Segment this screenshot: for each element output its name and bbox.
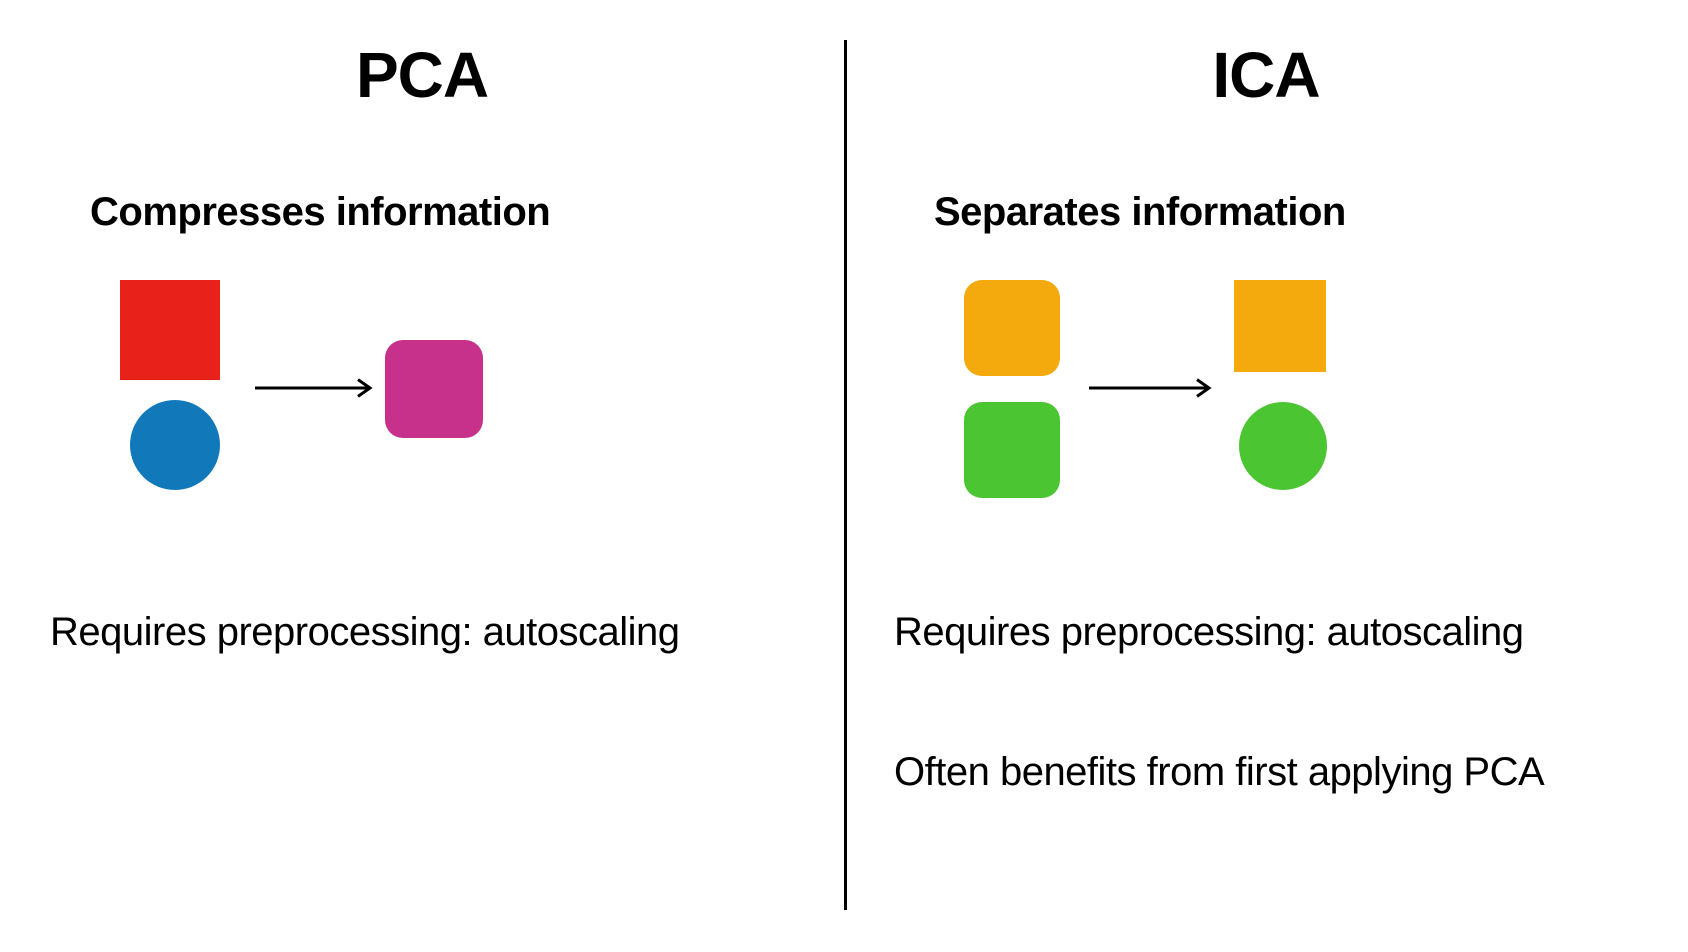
ica-title: ICA <box>844 38 1688 112</box>
pca-diagram <box>100 280 740 540</box>
blue-circle <box>130 400 220 490</box>
pca-title: PCA <box>0 38 844 112</box>
ica-panel: ICA Separates information Requires prepr… <box>844 0 1688 952</box>
orange-square-right <box>1234 280 1326 372</box>
ica-caption-preprocessing: Requires preprocessing: autoscaling <box>894 610 1524 655</box>
magenta-square <box>385 340 483 438</box>
green-circle-right <box>1239 402 1327 490</box>
arrow-icon <box>1075 374 1223 402</box>
ica-caption-pca-benefit: Often benefits from first applying PCA <box>894 750 1544 795</box>
arrow-icon <box>241 374 384 402</box>
orange-square-left <box>964 280 1060 376</box>
pca-panel: PCA Compresses information Requires prep… <box>0 0 844 952</box>
red-square <box>120 280 220 380</box>
ica-subtitle: Separates information <box>934 190 1346 235</box>
pca-subtitle: Compresses information <box>90 190 550 235</box>
ica-diagram <box>944 280 1584 540</box>
green-square-left <box>964 402 1060 498</box>
pca-caption-preprocessing: Requires preprocessing: autoscaling <box>50 610 680 655</box>
